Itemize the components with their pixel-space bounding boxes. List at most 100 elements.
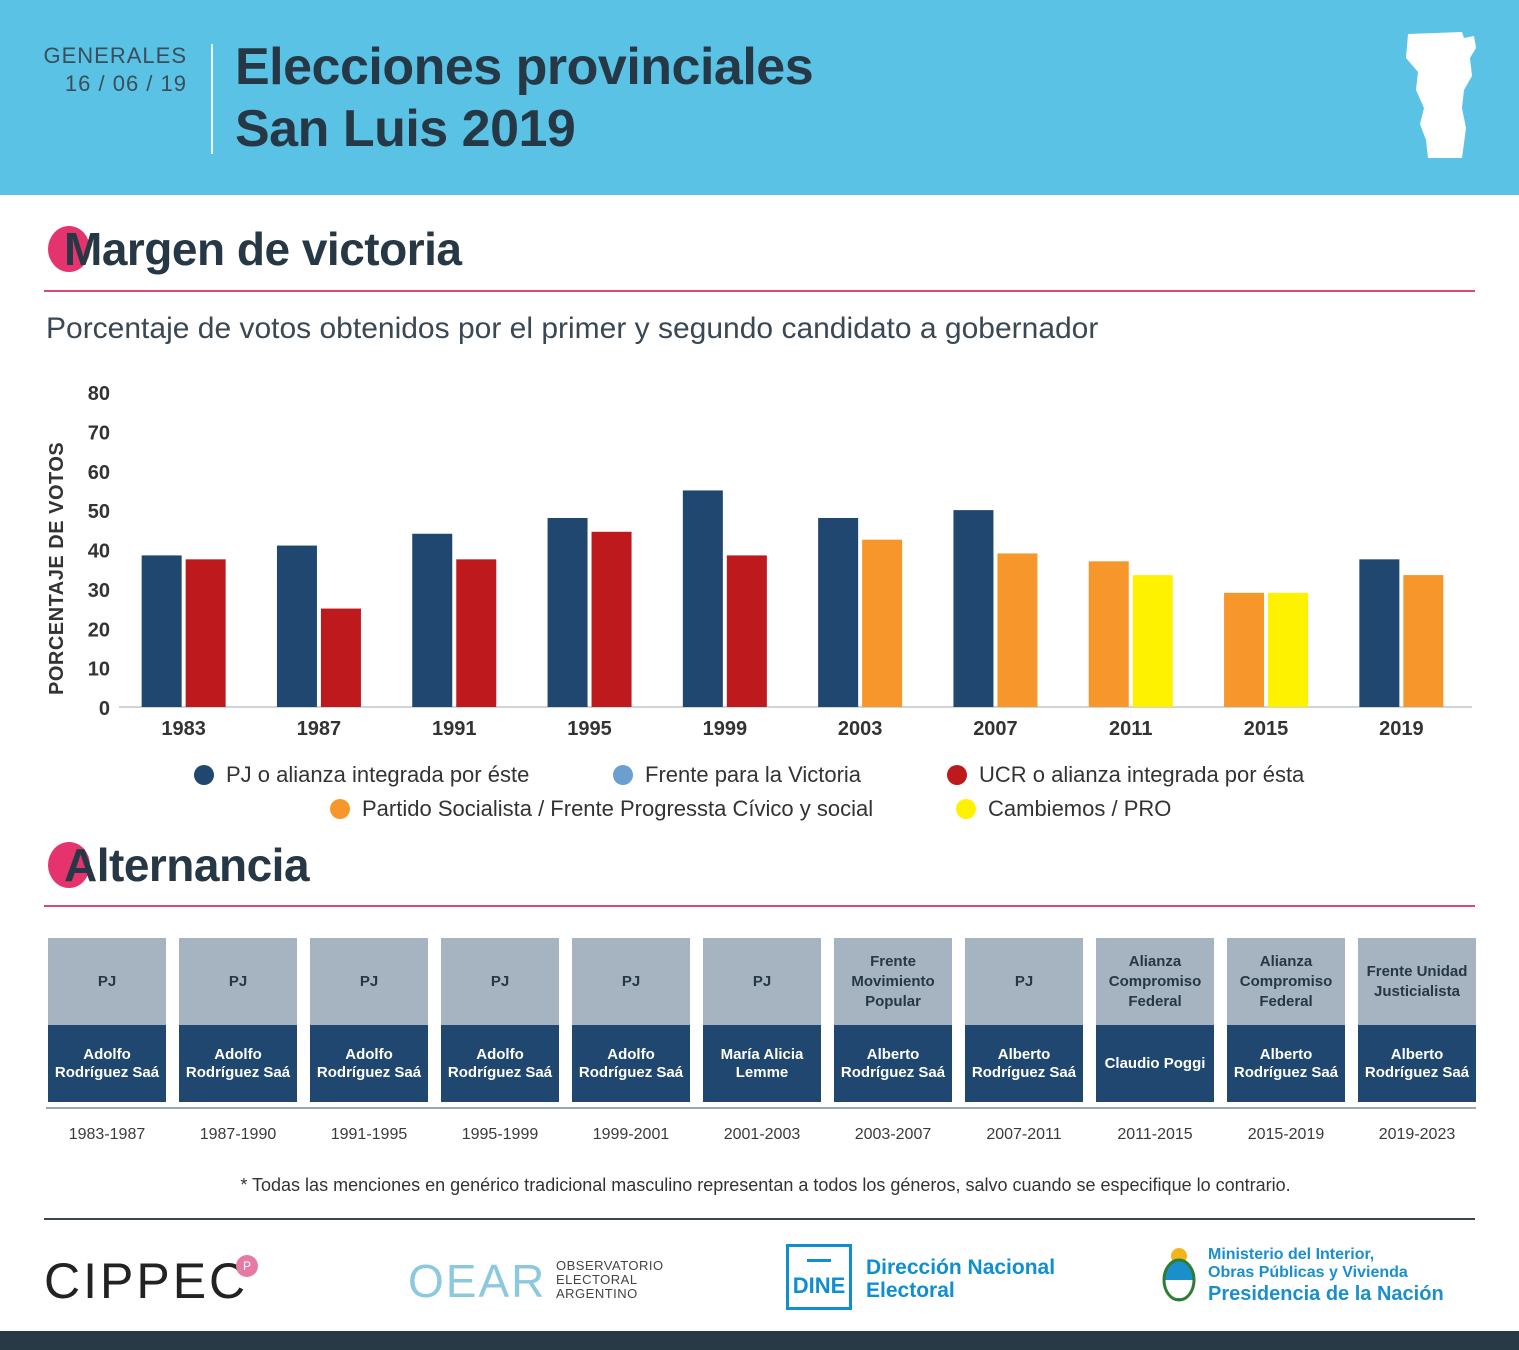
oear-sub-line: OBSERVATORIO xyxy=(556,1258,664,1273)
header-divider xyxy=(211,44,213,154)
oear-sub-line: ARGENTINO xyxy=(556,1286,638,1301)
legend-label: PJ o alianza integrada por éste xyxy=(226,762,530,787)
title-line-2: San Luis 2019 xyxy=(235,100,576,158)
timeline-rule xyxy=(46,1107,1476,1109)
term-period: 2015-2019 xyxy=(1247,1126,1325,1143)
term-party: PJ xyxy=(48,938,166,1025)
section-title-text: Alternancia xyxy=(64,839,310,891)
bar-2011-second xyxy=(1132,575,1173,707)
term-period: 1995-1999 xyxy=(461,1126,539,1143)
term-period: 2011-2015 xyxy=(1117,1126,1193,1143)
dine-name-line: Electoral xyxy=(866,1279,955,1302)
legend-item-pro: Cambiemos / PRO xyxy=(956,796,1171,822)
bar-2007-first xyxy=(953,510,994,707)
section-title-margen: Margen de victoria xyxy=(46,222,462,276)
ministry-line: Presidencia de la Nación xyxy=(1208,1283,1444,1305)
term-period: 2001-2003 xyxy=(723,1126,801,1143)
oear-subtitle: OBSERVATORIO ELECTORAL ARGENTINO xyxy=(556,1259,664,1301)
bar-1983-second xyxy=(185,559,226,707)
term-party: PJ xyxy=(441,938,559,1025)
x-tick-label: 1991 xyxy=(432,718,477,740)
vote-share-bar-chart: 0 10 20 30 40 50 60 70 80 1983 1987 1991 1995 1999 200… xyxy=(88,383,1472,740)
term-card: PJ Adolfo Rodríguez Saá xyxy=(572,938,690,1102)
y-tick-label: 80 xyxy=(88,383,110,405)
term-period: 1987-1990 xyxy=(199,1126,277,1143)
y-tick-label: 10 xyxy=(88,659,110,681)
term-party: PJ xyxy=(572,938,690,1025)
legend-item-fpv: Frente para la Victoria xyxy=(613,762,861,788)
x-tick-label: 1995 xyxy=(567,718,612,740)
term-governor: Adolfo Rodríguez Saá xyxy=(441,1025,559,1102)
term-card: Frente Unidad Justicialista Alberto Rodr… xyxy=(1358,938,1476,1102)
y-tick-label: 40 xyxy=(88,541,110,563)
term-card: PJ Adolfo Rodríguez Saá xyxy=(179,938,297,1102)
y-tick-label: 0 xyxy=(99,698,110,720)
term-party: PJ xyxy=(703,938,821,1025)
term-governor: Alberto Rodríguez Saá xyxy=(834,1025,952,1102)
legend-label: UCR o alianza integrada por ésta xyxy=(979,762,1305,787)
term-period: 2007-2011 xyxy=(986,1126,1062,1143)
term-governor: Alberto Rodríguez Saá xyxy=(1358,1025,1476,1102)
term-period: 1983-1987 xyxy=(68,1126,146,1143)
y-tick-label: 20 xyxy=(88,619,110,641)
term-card: PJ Adolfo Rodríguez Saá xyxy=(441,938,559,1102)
legend-label: Partido Socialista / Frente Progressta C… xyxy=(362,796,874,821)
dine-name: Dirección Nacional Electoral xyxy=(866,1256,1055,1302)
term-party: Alianza Compromiso Federal xyxy=(1227,938,1345,1025)
election-type: GENERALES xyxy=(43,43,187,68)
section-title-text: Margen de victoria xyxy=(64,223,462,275)
cippec-logo: CIPPEC xyxy=(44,1253,249,1309)
oear-sub-line: ELECTORAL xyxy=(556,1272,638,1287)
legend-swatch-icon xyxy=(947,765,967,785)
term-card: Alianza Compromiso Federal Claudio Poggi xyxy=(1096,938,1214,1102)
ministry-line: Ministerio del Interior, xyxy=(1208,1246,1375,1263)
footer-divider xyxy=(44,1218,1475,1220)
bar-1999-first xyxy=(682,490,723,707)
legend-label: Frente para la Victoria xyxy=(645,762,862,787)
term-card: PJ María Alicia Lemme xyxy=(703,938,821,1102)
x-tick-label: 1987 xyxy=(297,718,342,740)
section-divider xyxy=(44,290,1475,292)
section-title-alternancia: Alternancia xyxy=(46,838,310,892)
dine-logo: DINE xyxy=(786,1244,852,1310)
term-party: PJ xyxy=(179,938,297,1025)
term-governor: Adolfo Rodríguez Saá xyxy=(179,1025,297,1102)
ministry-line: Obras Públicas y Vivienda xyxy=(1208,1264,1408,1281)
bar-2015-second xyxy=(1268,592,1309,707)
bar-2003-first xyxy=(818,518,859,707)
dine-name-line: Dirección Nacional xyxy=(866,1256,1056,1279)
term-card: Alianza Compromiso Federal Alberto Rodrí… xyxy=(1227,938,1345,1102)
section-bullet-icon xyxy=(48,842,90,888)
bar-2019-first xyxy=(1359,559,1400,707)
term-party: PJ xyxy=(310,938,428,1025)
ministry-name: Ministerio del Interior, Obras Públicas … xyxy=(1208,1246,1444,1306)
national-shield-icon xyxy=(1162,1248,1196,1302)
term-party: Frente Unidad Justicialista xyxy=(1358,938,1476,1025)
legend-item-ps: Partido Socialista / Frente Progressta C… xyxy=(330,796,873,822)
term-party: Frente Movimiento Popular xyxy=(834,938,952,1025)
bar-1991-second xyxy=(456,559,497,707)
bar-1995-first xyxy=(547,518,588,707)
section-divider xyxy=(44,905,1475,907)
legend-swatch-icon xyxy=(613,765,633,785)
term-party: PJ xyxy=(965,938,1083,1025)
bar-2019-second xyxy=(1403,575,1444,707)
term-governor: Alberto Rodríguez Saá xyxy=(1227,1025,1345,1102)
dine-bar-icon xyxy=(807,1259,831,1262)
title-line-1: Elecciones provinciales xyxy=(235,38,814,96)
term-governor: Claudio Poggi xyxy=(1096,1025,1214,1102)
header-banner: GENERALES 16 / 06 / 19 Elecciones provin… xyxy=(0,0,1519,195)
bar-1999-second xyxy=(726,555,767,707)
term-card: PJ Alberto Rodríguez Saá xyxy=(965,938,1083,1102)
section-bullet-icon xyxy=(48,226,90,272)
x-tick-label: 2003 xyxy=(838,718,883,740)
bar-1995-second xyxy=(591,531,632,707)
y-tick-label: 50 xyxy=(88,501,110,523)
bar-1987-second xyxy=(320,608,361,707)
term-governor: Alberto Rodríguez Saá xyxy=(965,1025,1083,1102)
term-card: PJ Adolfo Rodríguez Saá xyxy=(310,938,428,1102)
term-period: 1999-2001 xyxy=(592,1126,670,1143)
x-tick-label: 2015 xyxy=(1244,718,1289,740)
term-card: PJ Adolfo Rodríguez Saá xyxy=(48,938,166,1102)
election-type-label: GENERALES 16 / 06 / 19 xyxy=(44,42,188,98)
